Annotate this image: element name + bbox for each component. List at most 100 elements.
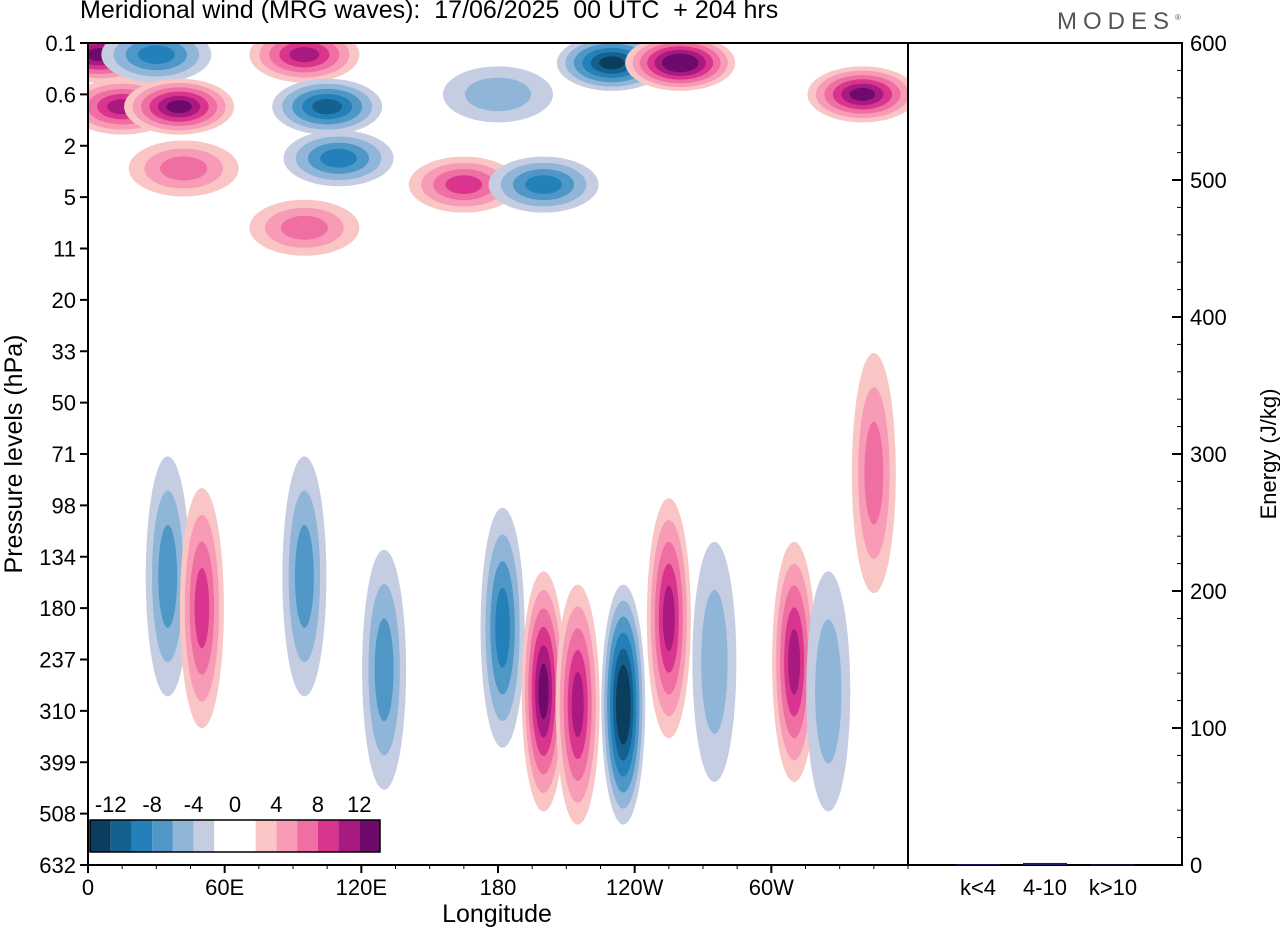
colorbar-swatch bbox=[255, 820, 277, 852]
chart-title: Meridional wind (MRG waves): 17/06/2025 … bbox=[80, 0, 779, 24]
energy-category-label: k>10 bbox=[1089, 875, 1137, 900]
colorbar-swatch bbox=[152, 820, 173, 852]
contour-level bbox=[465, 77, 531, 112]
longitude-tick-label: 60E bbox=[205, 875, 244, 900]
colorbar-label: 12 bbox=[347, 792, 371, 817]
wind-anomaly-north bbox=[772, 541, 817, 782]
wind-anomaly-south bbox=[443, 66, 553, 123]
colorbar-label: -8 bbox=[142, 792, 162, 817]
colorbar-swatch bbox=[317, 820, 339, 852]
wind-anomaly-north bbox=[179, 488, 224, 729]
pressure-tick-label: 310 bbox=[39, 699, 76, 724]
energy-axis-label: Energy (J/kg) bbox=[1256, 389, 1280, 520]
colorbar-swatch bbox=[193, 820, 215, 852]
wind-anomaly-north bbox=[128, 140, 239, 197]
wind-anomaly-south bbox=[272, 78, 383, 135]
pressure-tick-label: 33 bbox=[52, 339, 76, 364]
wind-anomaly-south bbox=[282, 456, 327, 697]
contour-level bbox=[294, 524, 314, 628]
pressure-tick-label: 237 bbox=[39, 648, 76, 673]
wind-anomaly-south bbox=[283, 130, 394, 187]
pressure-tick-label: 180 bbox=[39, 596, 76, 621]
pressure-tick-label: 50 bbox=[52, 391, 76, 416]
longitude-tick-label: 60W bbox=[749, 875, 794, 900]
pressure-tick-label: 11 bbox=[53, 237, 76, 262]
longitude-tick-label: 0 bbox=[82, 875, 94, 900]
energy-category-label: k<4 bbox=[960, 875, 996, 900]
x-axis-label: Longitude bbox=[442, 900, 552, 928]
energy-bar bbox=[956, 864, 1000, 866]
energy-tick-label: 500 bbox=[1190, 168, 1227, 193]
contour-level bbox=[815, 619, 842, 764]
wind-anomaly-south bbox=[806, 571, 851, 812]
contour-level bbox=[701, 589, 728, 734]
contour-level bbox=[788, 629, 801, 695]
energy-tick-label: 600 bbox=[1190, 31, 1227, 56]
contour-level bbox=[374, 618, 394, 722]
pressure-tick-label: 2 bbox=[64, 134, 76, 159]
energy-bar bbox=[1091, 864, 1135, 866]
longitude-tick-label: 120E bbox=[336, 875, 387, 900]
wind-anomaly-south bbox=[145, 456, 190, 697]
contour-level bbox=[538, 663, 549, 720]
colorbar-swatch bbox=[172, 820, 194, 852]
logo-text: MODES bbox=[1057, 8, 1176, 35]
wind-anomaly-south bbox=[601, 584, 646, 825]
pressure-tick-label: 20 bbox=[52, 288, 76, 313]
longitude-axis: 0 60E 120E 180 120W 60W bbox=[82, 865, 909, 900]
wind-anomaly-north bbox=[851, 353, 896, 594]
wind-anomaly-south bbox=[362, 549, 407, 790]
wind-anomaly-south bbox=[480, 507, 525, 748]
contour-level bbox=[525, 175, 562, 194]
energy-bar bbox=[1023, 862, 1067, 865]
y-axis-label: Pressure levels (hPa) bbox=[0, 335, 28, 574]
energy-tick-label: 200 bbox=[1190, 579, 1227, 604]
longitude-tick-label: 120W bbox=[606, 875, 664, 900]
energy-tick-label: 400 bbox=[1190, 305, 1227, 330]
colorbar-swatch bbox=[235, 820, 256, 852]
colorbar-swatch bbox=[297, 820, 318, 852]
colorbar: -12 -8 -4 0 4 8 12 bbox=[89, 792, 381, 853]
energy-frame bbox=[907, 42, 1183, 866]
wind-anomaly-north bbox=[807, 66, 908, 123]
energy-axis: 0 100 200 300 400 500 600 bbox=[1172, 31, 1227, 878]
pressure-tick-label: 632 bbox=[39, 853, 76, 878]
wind-anomaly-north bbox=[521, 571, 566, 812]
colorbar-swatch bbox=[90, 820, 111, 852]
wind-anomaly-north bbox=[555, 584, 600, 825]
contour-level bbox=[618, 680, 628, 729]
contour-level bbox=[445, 175, 483, 194]
wind-anomaly-south bbox=[488, 156, 599, 213]
wind-anomaly-north bbox=[249, 199, 360, 256]
contour-level bbox=[138, 45, 175, 64]
colorbar-label: -12 bbox=[95, 792, 127, 817]
colorbar-label: 8 bbox=[312, 792, 324, 817]
contour-level bbox=[662, 585, 675, 651]
pressure-tick-label: 508 bbox=[39, 802, 76, 827]
colorbar-label: 4 bbox=[270, 792, 282, 817]
contour-level bbox=[599, 56, 625, 70]
energy-tick-label: 0 bbox=[1190, 853, 1202, 878]
contour-level bbox=[849, 87, 876, 101]
colorbar-swatch bbox=[276, 820, 298, 852]
pressure-tick-label: 5 bbox=[64, 185, 76, 210]
contour-level bbox=[312, 99, 343, 115]
colorbar-swatch bbox=[338, 820, 360, 852]
contour-level bbox=[495, 587, 510, 668]
colorbar-label: 0 bbox=[229, 792, 241, 817]
pressure-tick-label: 0.6 bbox=[45, 82, 76, 107]
wind-anomaly-south bbox=[101, 43, 212, 83]
pressure-tick-label: 134 bbox=[39, 545, 76, 570]
contour-level bbox=[669, 57, 692, 69]
wind-field bbox=[88, 43, 908, 825]
wind-anomaly-north bbox=[124, 78, 235, 135]
energy-bars: k<4 4-10 k>10 bbox=[956, 862, 1137, 900]
pressure-tick-label: 71 bbox=[52, 442, 76, 467]
contour-level bbox=[289, 46, 320, 63]
colorbar-swatch bbox=[131, 820, 153, 852]
colorbar-swatch bbox=[214, 820, 235, 852]
colorbar-label: -4 bbox=[184, 792, 204, 817]
longitude-tick-label: 180 bbox=[480, 875, 517, 900]
contour-level bbox=[320, 148, 357, 168]
